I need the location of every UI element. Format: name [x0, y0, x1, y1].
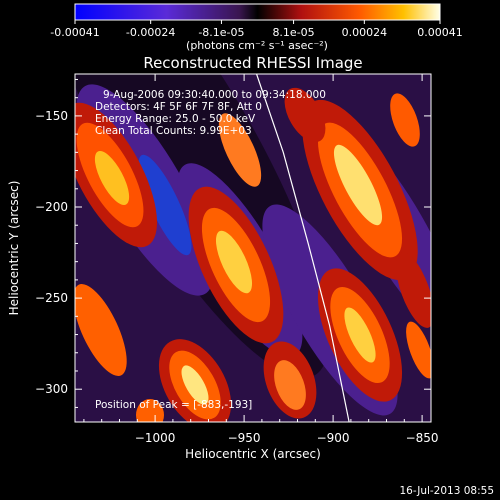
emission-blob — [136, 399, 164, 422]
annotation-energy-range: Energy Range: 25.0 - 50.0 keV — [95, 113, 256, 125]
emission-blob — [138, 154, 192, 256]
colorbar-tick-label: 8.1e-05 — [272, 26, 314, 39]
emission-blob — [75, 284, 127, 376]
peak-position-label: Position of Peak = [-883,-193] — [95, 399, 252, 411]
colorbar-tick-label: -0.00024 — [126, 26, 175, 39]
annotation-detectors: Detectors: 4F 5F 6F 7F 8F, Att 0 — [95, 101, 262, 113]
emission-blob — [406, 321, 431, 379]
footer-timestamp: 16-Jul-2013 08:55 — [399, 485, 494, 497]
colorbar-units-label: (photons cm⁻² s⁻¹ asec⁻²) — [186, 39, 328, 52]
colorbar — [75, 4, 440, 20]
emission-blob — [181, 365, 209, 405]
y-axis-label: Heliocentric Y (arcsec) — [7, 181, 21, 316]
x-tick-label: −900 — [317, 431, 350, 445]
emission-blob — [215, 230, 253, 294]
emission-blob — [396, 252, 431, 328]
colorbar-frame — [74, 3, 441, 21]
x-tick-label: −1000 — [135, 431, 176, 445]
x-tick-label: −950 — [228, 431, 261, 445]
emission-blob — [344, 307, 376, 363]
x-axis-label: Heliocentric X (arcsec) — [185, 447, 321, 461]
emission-blob — [218, 113, 262, 187]
emission-blob — [274, 360, 306, 410]
colorbar-tick-label: 0.00041 — [417, 26, 463, 39]
annotation-time-range: 9-Aug-2006 09:30:40.000 to 09:34:18.000 — [103, 89, 326, 101]
colorbar-tick-label: -8.1e-05 — [198, 26, 244, 39]
colorbar-tick-label: -0.00041 — [50, 26, 99, 39]
emission-blob — [390, 93, 420, 147]
y-tick-label: −250 — [35, 291, 68, 305]
emission-blob — [94, 151, 130, 205]
emission-blob — [333, 144, 383, 226]
y-tick-label: −150 — [35, 109, 68, 123]
y-tick-label: −200 — [35, 200, 68, 214]
colorbar-tick-label: 0.00024 — [342, 26, 388, 39]
y-tick-label: −300 — [35, 382, 68, 396]
emission-blob — [284, 87, 326, 143]
plot-frame — [74, 73, 432, 423]
chart-title: Reconstructed RHESSI Image — [143, 54, 362, 72]
emission-map — [75, 74, 431, 422]
solar-limb-line — [255, 74, 350, 422]
x-tick-label: −850 — [406, 431, 439, 445]
annotation-clean-counts: Clean Total Counts: 9.99E+03 — [95, 125, 252, 137]
